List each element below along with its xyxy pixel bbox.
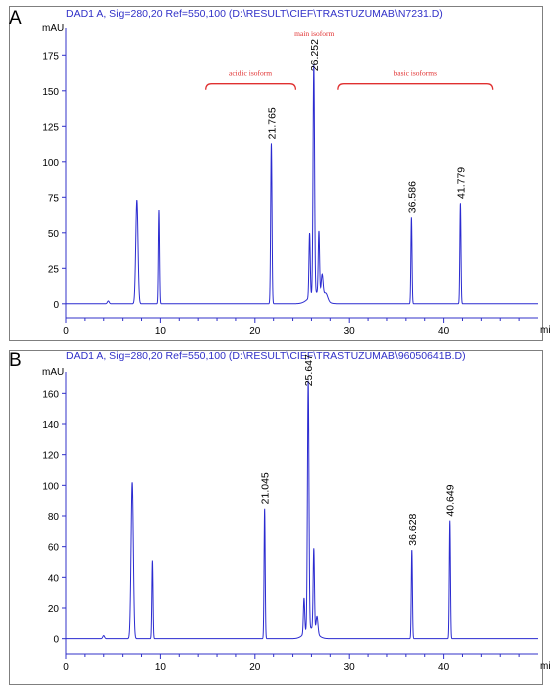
y-tick-label: 25 (48, 264, 60, 275)
chromatogram-panel-b: B DAD1 A, Sig=280,20 Ref=550,100 (D:\RES… (0, 344, 550, 688)
peak-label: 36.586 (406, 181, 418, 213)
y-tick-label: 125 (42, 122, 59, 133)
y-tick-label: 120 (42, 451, 59, 462)
x-tick-label: 30 (344, 326, 356, 337)
x-tick-label: 20 (249, 326, 261, 337)
isoform-bracket (337, 83, 494, 90)
x-tick-label: 10 (155, 662, 167, 673)
chromatogram-trace (66, 380, 538, 640)
x-axis-label: min (540, 325, 550, 336)
y-tick-label: 20 (48, 604, 60, 615)
y-tick-label: 175 (42, 51, 59, 62)
chromatogram-trace (66, 64, 538, 305)
panel-a-frame (9, 6, 543, 341)
isoform-annotation: basic isoforms (394, 69, 438, 78)
isoform-bracket (205, 83, 297, 90)
peak-label: 21.765 (266, 107, 278, 139)
y-tick-label: 150 (42, 87, 59, 98)
peak-label: 26.252 (309, 39, 321, 71)
panel-b-frame (9, 350, 543, 685)
y-axis-label: mAU (42, 367, 64, 378)
x-tick-label: 20 (249, 662, 261, 673)
y-tick-label: 140 (42, 420, 59, 431)
y-tick-label: 80 (48, 512, 60, 523)
peak-label: 21.045 (260, 472, 272, 504)
isoform-annotation: main isoform (294, 29, 334, 38)
x-tick-label: 10 (155, 326, 167, 337)
x-tick-label: 30 (344, 662, 356, 673)
peak-label: 40.649 (445, 484, 457, 516)
x-tick-label: 40 (438, 662, 450, 673)
peak-label: 36.628 (407, 513, 419, 545)
y-tick-label: 0 (53, 635, 59, 646)
peak-label: 25.647 (303, 354, 315, 386)
y-tick-label: 160 (42, 389, 59, 400)
x-tick-label: 0 (63, 326, 69, 337)
panel-b-label: B (9, 350, 22, 371)
y-tick-label: 60 (48, 543, 60, 554)
x-axis-label: min (540, 661, 550, 672)
y-tick-label: 100 (42, 158, 59, 169)
peak-label: 41.779 (455, 167, 467, 199)
chart-title: DAD1 A, Sig=280,20 Ref=550,100 (D:\RESUL… (66, 350, 466, 362)
chart-a: DAD1 A, Sig=280,20 Ref=550,100 (D:\RESUL… (42, 8, 550, 337)
y-tick-label: 100 (42, 481, 59, 492)
y-axis-label: mAU (42, 23, 64, 34)
y-tick-label: 0 (53, 300, 59, 311)
chart-b: DAD1 A, Sig=280,20 Ref=550,100 (D:\RESUL… (42, 350, 550, 673)
isoform-annotation: acidic isoform (229, 69, 272, 78)
y-tick-label: 75 (48, 193, 60, 204)
x-tick-label: 40 (438, 326, 450, 337)
x-tick-label: 0 (63, 662, 69, 673)
y-tick-label: 40 (48, 573, 60, 584)
chart-title: DAD1 A, Sig=280,20 Ref=550,100 (D:\RESUL… (66, 8, 443, 20)
panel-a-label: A (9, 8, 22, 29)
chromatogram-panel-a: A DAD1 A, Sig=280,20 Ref=550,100 (D:\RES… (0, 0, 550, 342)
y-tick-label: 50 (48, 229, 60, 240)
